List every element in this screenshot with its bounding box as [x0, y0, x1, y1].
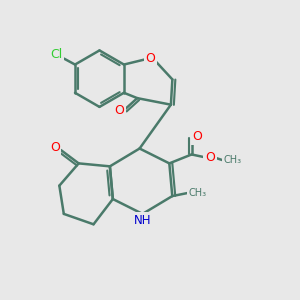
Text: O: O — [193, 130, 202, 143]
Text: O: O — [50, 140, 60, 154]
Text: CH₃: CH₃ — [188, 188, 207, 198]
Text: O: O — [205, 151, 215, 164]
Text: O: O — [145, 52, 155, 65]
Text: O: O — [115, 104, 124, 117]
Text: Cl: Cl — [50, 48, 63, 61]
Text: NH: NH — [134, 214, 151, 227]
Text: CH₃: CH₃ — [223, 155, 242, 165]
